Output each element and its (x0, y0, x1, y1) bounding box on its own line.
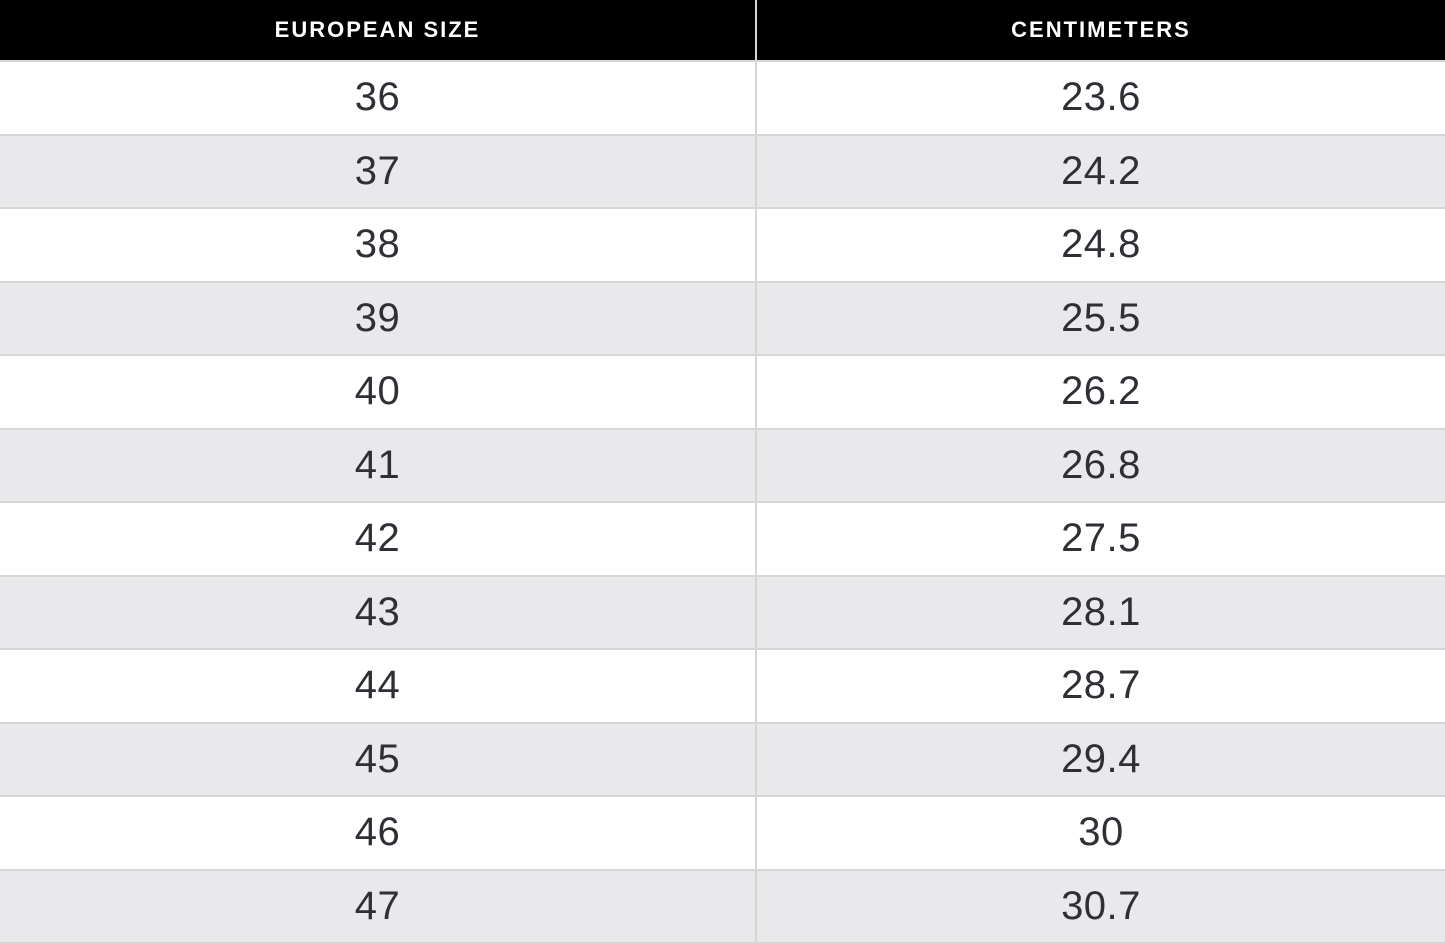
european-size-cell: 46 (0, 796, 757, 871)
centimeters-cell: 28.1 (756, 575, 1445, 650)
european-size-cell: 39 (0, 281, 757, 356)
table-row: 40 26.2 (0, 355, 1445, 430)
centimeters-cell: 27.5 (756, 502, 1445, 577)
table-row: 43 28.1 (0, 575, 1445, 650)
european-size-cell: 44 (0, 649, 757, 724)
european-size-cell: 36 (0, 61, 757, 136)
centimeters-cell: 26.8 (756, 428, 1445, 503)
table-row: 36 23.6 (0, 61, 1445, 136)
centimeters-cell: 30.7 (756, 869, 1445, 944)
table-row: 45 29.4 (0, 722, 1445, 797)
centimeters-cell: 26.2 (756, 355, 1445, 430)
centimeters-cell: 30 (756, 796, 1445, 871)
table-row: 47 30.7 (0, 869, 1445, 944)
european-size-cell: 47 (0, 869, 757, 944)
european-size-cell: 40 (0, 355, 757, 430)
european-size-cell: 43 (0, 575, 757, 650)
table-row: 46 30 (0, 796, 1445, 871)
table-row: 41 26.8 (0, 428, 1445, 503)
european-size-cell: 42 (0, 502, 757, 577)
centimeters-cell: 29.4 (756, 722, 1445, 797)
european-size-cell: 45 (0, 722, 757, 797)
european-size-cell: 38 (0, 208, 757, 283)
table-row: 44 28.7 (0, 649, 1445, 724)
column-header-centimeters: CENTIMETERS (756, 0, 1445, 62)
centimeters-cell: 24.2 (756, 134, 1445, 209)
column-header-european-size: EUROPEAN SIZE (0, 0, 757, 62)
table-row: 39 25.5 (0, 281, 1445, 356)
table-row: 37 24.2 (0, 134, 1445, 209)
header-row: EUROPEAN SIZE CENTIMETERS (0, 0, 1445, 62)
european-size-cell: 41 (0, 428, 757, 503)
centimeters-cell: 28.7 (756, 649, 1445, 724)
table-header: EUROPEAN SIZE CENTIMETERS (0, 0, 1445, 62)
centimeters-cell: 23.6 (756, 61, 1445, 136)
table-body: 36 23.6 37 24.2 38 24.8 39 25.5 40 26.2 41 26.8 42 27… (0, 61, 1445, 944)
centimeters-cell: 25.5 (756, 281, 1445, 356)
table-row: 38 24.8 (0, 208, 1445, 283)
table-row: 42 27.5 (0, 502, 1445, 577)
centimeters-cell: 24.8 (756, 208, 1445, 283)
european-size-cell: 37 (0, 134, 757, 209)
